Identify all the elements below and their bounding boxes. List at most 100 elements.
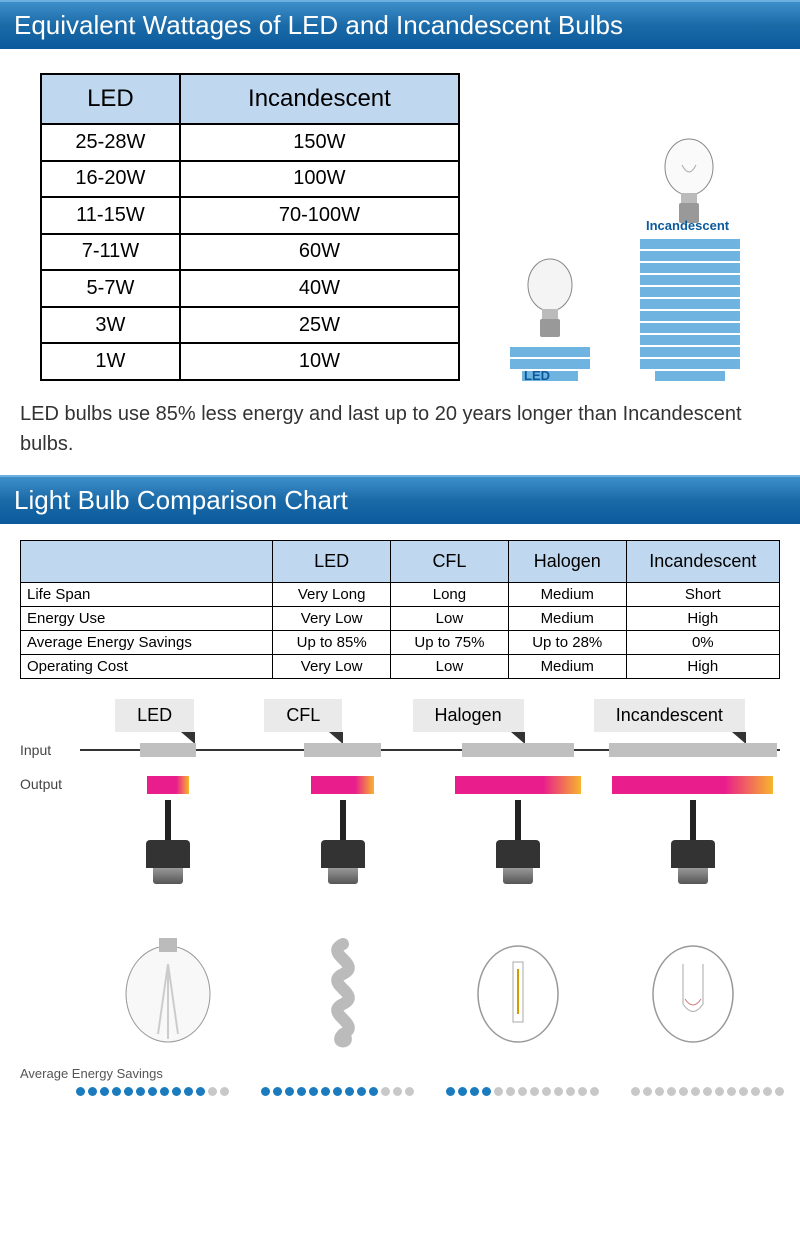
dot xyxy=(273,1087,282,1096)
dot xyxy=(285,1087,294,1096)
dot xyxy=(381,1087,390,1096)
bar xyxy=(640,287,740,297)
dot xyxy=(148,1087,157,1096)
wattage-cell: 5-7W xyxy=(41,270,180,307)
wattage-cell: 25W xyxy=(180,307,459,344)
wattage-cell: 10W xyxy=(180,343,459,380)
dot xyxy=(691,1087,700,1096)
input-output-chart: LEDCFLHalogenIncandescent Input Output xyxy=(20,699,780,1054)
dot xyxy=(160,1087,169,1096)
io-type-label: LED xyxy=(115,699,194,732)
bar xyxy=(640,359,740,369)
dot xyxy=(554,1087,563,1096)
comp-cell: Medium xyxy=(508,583,626,607)
output-segment xyxy=(455,776,581,794)
input-segment xyxy=(304,743,381,757)
comp-rowlabel: Operating Cost xyxy=(21,655,273,679)
dot xyxy=(297,1087,306,1096)
dot xyxy=(220,1087,229,1096)
banner-comparison-chart: Light Bulb Comparison Chart xyxy=(0,475,800,524)
dot xyxy=(88,1087,97,1096)
dot xyxy=(405,1087,414,1096)
wattage-cell: 3W xyxy=(41,307,180,344)
dot xyxy=(261,1087,270,1096)
bar xyxy=(640,311,740,321)
comp-rowlabel: Energy Use xyxy=(21,607,273,631)
wattage-cell: 40W xyxy=(180,270,459,307)
dot xyxy=(393,1087,402,1096)
comp-cell: Very Low xyxy=(273,607,391,631)
bulb-incandescent xyxy=(613,800,773,1054)
bar xyxy=(640,299,740,309)
dot xyxy=(518,1087,527,1096)
dot xyxy=(715,1087,724,1096)
banner-equivalent-wattages: Equivalent Wattages of LED and Incandesc… xyxy=(0,0,800,49)
dot xyxy=(357,1087,366,1096)
output-segment xyxy=(311,776,374,794)
comp-header: LED xyxy=(273,541,391,583)
bar xyxy=(640,347,740,357)
comp-cell: Low xyxy=(391,607,509,631)
input-segment xyxy=(462,743,574,757)
section-wattage: LED Incandescent 25-28W150W16-20W100W11-… xyxy=(0,49,800,389)
dot xyxy=(763,1087,772,1096)
bulb-cfl xyxy=(263,800,423,1054)
bar xyxy=(640,275,740,285)
dot xyxy=(196,1087,205,1096)
io-type-label: CFL xyxy=(264,699,342,732)
dot xyxy=(482,1087,491,1096)
bulb-led xyxy=(88,800,248,1054)
dot xyxy=(506,1087,515,1096)
dot xyxy=(655,1087,664,1096)
wattage-header-inc: Incandescent xyxy=(180,74,459,124)
callout-text: LED bulbs use 85% less energy and last u… xyxy=(0,389,800,475)
output-row-label: Output xyxy=(20,776,80,792)
bar xyxy=(510,359,590,369)
input-segment xyxy=(609,743,777,757)
dot xyxy=(124,1087,133,1096)
aes-dots xyxy=(446,1087,599,1096)
comp-header: CFL xyxy=(391,541,509,583)
aes-label: Average Energy Savings xyxy=(20,1066,800,1081)
bar xyxy=(640,335,740,345)
bar xyxy=(510,347,590,357)
dot xyxy=(566,1087,575,1096)
dot xyxy=(739,1087,748,1096)
comp-cell: Up to 28% xyxy=(508,631,626,655)
dot xyxy=(751,1087,760,1096)
aes-dots xyxy=(261,1087,414,1096)
bar xyxy=(640,239,740,249)
comp-cell: Up to 85% xyxy=(273,631,391,655)
inc-bars xyxy=(640,239,740,381)
dot xyxy=(494,1087,503,1096)
dot xyxy=(590,1087,599,1096)
bar xyxy=(655,371,725,381)
comp-header: Halogen xyxy=(508,541,626,583)
dot xyxy=(775,1087,784,1096)
comp-cell: Up to 75% xyxy=(391,631,509,655)
dot xyxy=(643,1087,652,1096)
wattage-cell: 100W xyxy=(180,161,459,198)
dot xyxy=(578,1087,587,1096)
output-track xyxy=(80,784,780,785)
wattage-cell: 7-11W xyxy=(41,234,180,271)
dot xyxy=(136,1087,145,1096)
comp-header xyxy=(21,541,273,583)
led-bulb-icon xyxy=(520,255,580,341)
wattage-cell: 150W xyxy=(180,124,459,161)
dot xyxy=(631,1087,640,1096)
wattage-cell: 16-20W xyxy=(41,161,180,198)
io-type-label: Incandescent xyxy=(594,699,745,732)
wattage-cell: 70-100W xyxy=(180,197,459,234)
dot xyxy=(667,1087,676,1096)
bar xyxy=(640,263,740,273)
aes-dots xyxy=(76,1087,229,1096)
wattage-table: LED Incandescent 25-28W150W16-20W100W11-… xyxy=(40,73,460,381)
dot xyxy=(112,1087,121,1096)
dot xyxy=(184,1087,193,1096)
dot xyxy=(76,1087,85,1096)
wattage-cell: 11-15W xyxy=(41,197,180,234)
comp-cell: Medium xyxy=(508,655,626,679)
bar xyxy=(640,251,740,261)
bulb-halogen xyxy=(438,800,598,1054)
